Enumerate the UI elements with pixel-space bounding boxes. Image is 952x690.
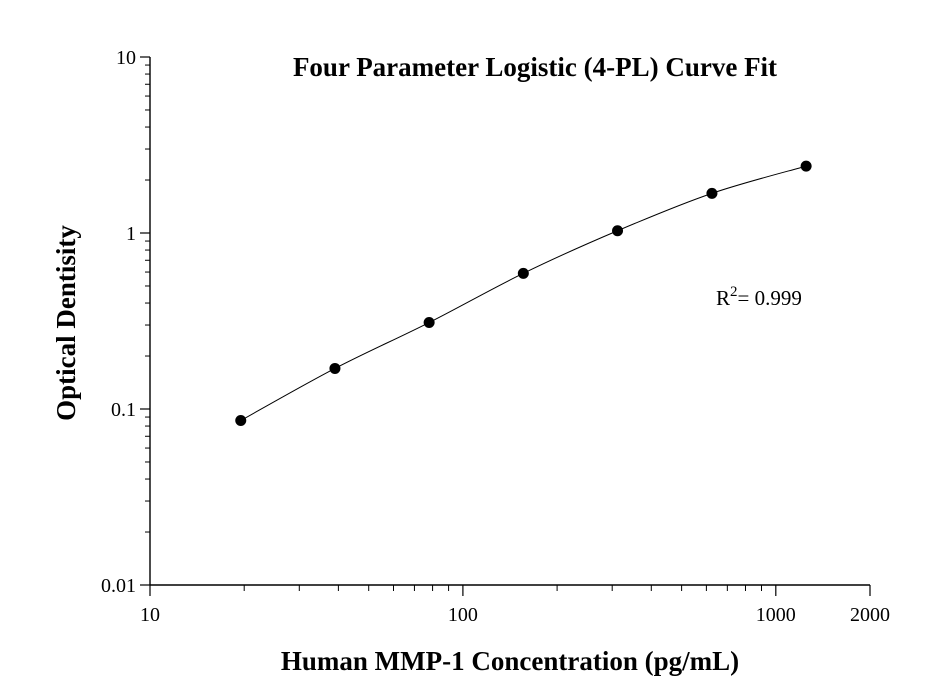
r-squared-superscript: 2 [730,284,738,300]
x-ticks: 10 100 1000 2000 [140,585,890,626]
x-tick-label: 100 [448,604,478,626]
y-tick-label: 0.1 [111,399,136,421]
x-tick-label: 2000 [850,604,890,626]
x-tick-label: 1000 [756,604,796,626]
y-axis-label: Optical Dentisity [51,225,81,421]
r-squared-annotation: R2= 0.999 [716,284,802,310]
data-point [235,415,247,427]
y-ticks: 0.01 0.1 1 10 [101,47,150,597]
data-point [329,362,341,374]
y-tick-label: 1 [126,223,136,245]
data-point [706,187,718,199]
chart-title: Four Parameter Logistic (4-PL) Curve Fit [293,52,777,82]
r-squared-base: R [716,286,730,310]
y-tick-label: 10 [116,47,136,69]
data-point [517,267,529,279]
x-tick-label: 10 [140,604,160,626]
data-point [612,225,624,237]
r-squared-value: = 0.999 [738,286,802,310]
y-tick-label: 0.01 [101,575,136,597]
data-point [423,317,435,329]
minor-ticks [145,64,762,591]
x-axis-label: Human MMP-1 Concentration (pg/mL) [281,646,739,676]
data-points [235,160,812,427]
data-point [800,160,812,172]
